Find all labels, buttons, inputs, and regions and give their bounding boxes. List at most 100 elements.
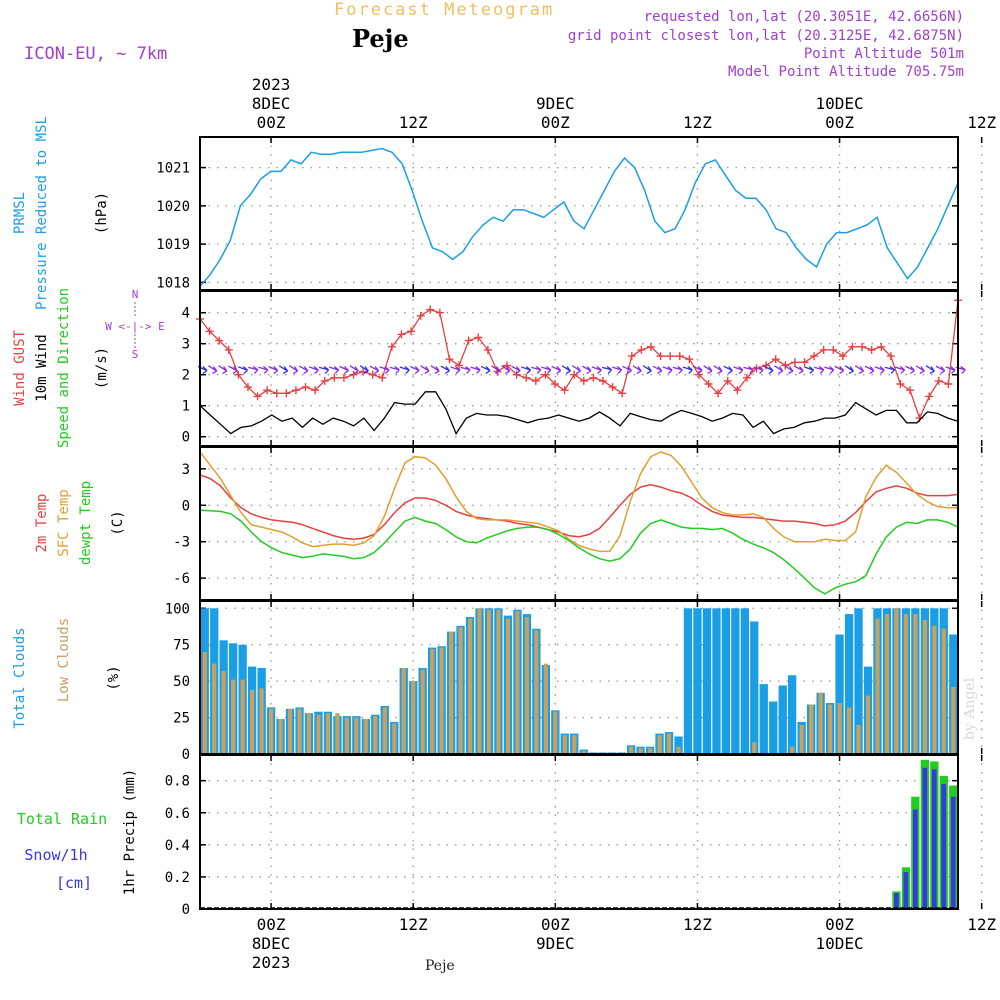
wind-arrow-shape — [884, 365, 896, 374]
wind-direction-arrow — [703, 365, 713, 375]
top-time-label: 10DEC — [815, 94, 863, 113]
top-time-label: 00Z — [825, 113, 854, 132]
low-clouds-bar — [847, 707, 852, 754]
wind-gust-marker — [407, 327, 416, 336]
low-clouds-bar — [363, 719, 368, 754]
wind-arrow-shape — [541, 366, 552, 374]
wind-gust-marker — [551, 380, 560, 388]
pressure-line — [199, 147, 959, 287]
total-clouds-bar — [683, 608, 693, 754]
wind-direction-arrow — [692, 365, 703, 375]
wind-gust-marker — [263, 386, 272, 395]
low-clouds-bar — [221, 670, 226, 754]
wind-arrow-shape — [318, 365, 330, 374]
wind-arrow-shape — [632, 365, 642, 375]
wind-arrow-shape — [328, 366, 340, 374]
wind-gust-marker — [867, 345, 876, 354]
bottom-time-label: 00Z — [825, 915, 854, 934]
dewpt-temp-line — [199, 509, 959, 595]
y-tick-label: 100 — [165, 601, 190, 617]
total-clouds-bar — [693, 608, 702, 754]
wind-gust-marker — [800, 358, 809, 367]
wind-direction-arrow — [238, 366, 248, 374]
wind-direction-arrow — [440, 365, 450, 375]
wind-direction-arrow — [632, 365, 642, 375]
low-clouds-bar — [458, 627, 463, 754]
temp-unit: (C) — [110, 510, 126, 535]
y-tick-label: 0.4 — [165, 838, 190, 854]
wind-arrow-shape — [824, 366, 835, 374]
wind-direction-arrow — [834, 365, 845, 375]
wind-direction-arrow — [763, 365, 774, 375]
low-clouds-bar — [543, 663, 548, 754]
low-clouds-bar — [666, 733, 672, 754]
low-clouds-bar — [941, 628, 946, 754]
wind-direction-arrow — [844, 365, 854, 375]
wind-arrow-shape — [521, 366, 531, 374]
low-clouds-bar — [439, 647, 444, 754]
snow-bar — [894, 893, 899, 909]
total-clouds-bar — [702, 608, 712, 754]
wind-gust-marker — [886, 352, 895, 361]
wind-arrow-shape — [905, 365, 915, 375]
wind-arrow-shape — [228, 365, 238, 375]
wind-arrow-shape — [258, 366, 269, 374]
wind-gust-marker — [848, 342, 857, 351]
wind-direction-arrow — [389, 365, 400, 374]
wind-gust-marker — [464, 336, 473, 345]
wind-arrow-shape — [622, 365, 632, 375]
wind-gust-marker — [906, 386, 915, 395]
low-clouds-bar — [913, 614, 918, 754]
compass-west-east: W <-|-> E — [105, 320, 165, 333]
wind-direction-arrow — [804, 366, 815, 374]
y-tick-label: 1020 — [156, 199, 190, 215]
wind-gust-marker — [608, 383, 617, 392]
low-clouds-bar — [581, 751, 586, 754]
wind-gust-marker — [723, 376, 732, 385]
low-clouds-bar — [316, 714, 321, 754]
wind-arrow-shape — [915, 365, 925, 375]
wind-arrow-shape — [349, 365, 359, 375]
dewpt-temp-title: dewpt Temp — [78, 481, 94, 565]
wind-arrow-shape — [511, 365, 521, 375]
point-altitude: Point Altitude 501m — [803, 46, 964, 62]
wind-gust-marker — [205, 327, 214, 336]
wind-arrow-shape — [369, 365, 380, 375]
wind-gust-marker — [426, 305, 435, 314]
top-time-label: 12Z — [967, 113, 996, 132]
wind-gust-marker — [694, 370, 703, 379]
y-tick-label: 2 — [182, 368, 190, 384]
snow-title: Snow/1h — [24, 846, 87, 864]
wind-arrow-shape — [713, 365, 723, 375]
wind-direction-arrow — [328, 366, 340, 374]
wind-direction-arrow — [521, 366, 531, 374]
low-clouds-bar — [240, 679, 245, 754]
wind-arrow-shape — [703, 365, 713, 375]
low-clouds-bar — [392, 723, 397, 754]
wind-direction-arrow — [349, 365, 359, 375]
snow-bar — [903, 872, 909, 909]
wind-direction-arrow — [814, 365, 825, 374]
wind-title: 10m Wind — [34, 334, 50, 401]
wind-direction-arrow — [672, 365, 683, 374]
wind-arrow-shape — [743, 365, 754, 374]
wind-gust-marker — [810, 352, 819, 361]
wind-arrow-shape — [804, 366, 815, 374]
snow-bar — [922, 767, 928, 909]
wind-direction-arrow — [753, 366, 764, 374]
wind-gust-marker — [253, 392, 262, 401]
wind-arrow-shape — [399, 366, 410, 374]
wind-direction-arrow — [268, 365, 279, 375]
low-clouds-bar — [534, 630, 539, 754]
wind-gust-marker — [224, 345, 233, 354]
pressure-subtitle: Pressure Reduced to MSL — [34, 116, 50, 310]
wind-direction-arrow — [430, 365, 440, 375]
total-clouds-title: Total Clouds — [12, 627, 28, 728]
wind-gust-marker — [282, 389, 291, 398]
low-clouds-bar — [828, 704, 833, 754]
wind-direction-arrow — [824, 366, 835, 374]
low-clouds-bar — [657, 735, 662, 754]
wind-direction-arrow — [551, 365, 562, 375]
wind-gust-marker — [387, 342, 396, 351]
wind-arrow-shape — [450, 366, 461, 374]
